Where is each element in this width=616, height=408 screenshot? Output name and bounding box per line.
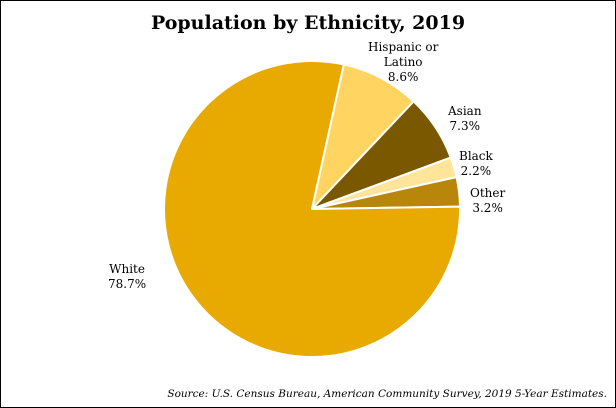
slice-label-other: Other 3.2% [470, 186, 505, 216]
slice-name-line: Hispanic or [368, 40, 439, 54]
source-note: Source: U.S. Census Bureau, American Com… [167, 388, 607, 400]
slice-value-label: 3.2% [472, 201, 503, 215]
slice-value-label: 8.6% [387, 70, 419, 84]
slice-label-white: White 78.7% [108, 262, 146, 292]
pie-slice-white [163, 60, 461, 358]
slice-name-line: Asian [448, 104, 482, 118]
slice-label-asian: Asian 7.3% [448, 104, 482, 134]
pie-slices [163, 60, 461, 358]
slice-value-label: 7.3% [449, 119, 481, 133]
slice-value-label: 2.2% [460, 164, 492, 178]
slice-name-line: White [109, 262, 145, 276]
chart-title: Population by Ethnicity, 2019 [150, 12, 466, 34]
slice-value-label: 78.7% [108, 277, 147, 291]
slice-name-line: Latino [383, 55, 423, 69]
slice-label-hispanic-or-latino: Hispanic or Latino 8.6% [368, 40, 438, 85]
slice-name-line: Other [470, 186, 506, 200]
slice-name-line: Black [459, 149, 493, 163]
slice-label-black: Black 2.2% [459, 149, 493, 179]
